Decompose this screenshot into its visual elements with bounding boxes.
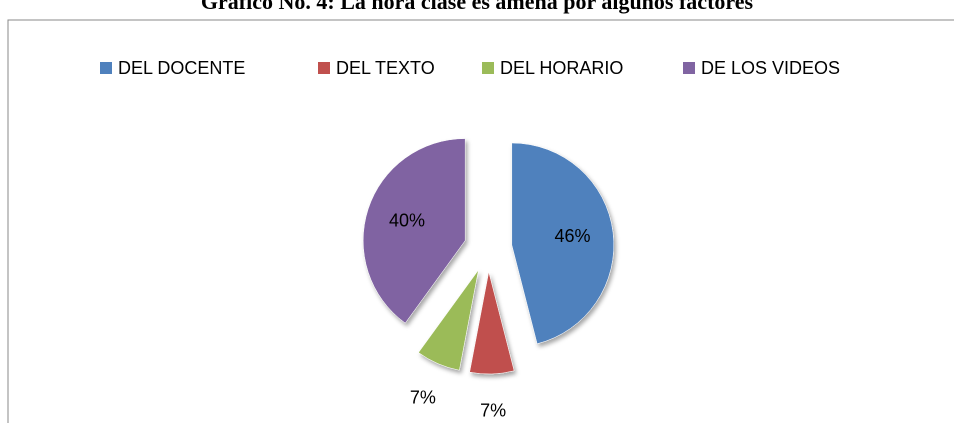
legend-swatch (482, 62, 494, 74)
pie-slice (362, 138, 466, 324)
legend-label: DE LOS VIDEOS (701, 58, 840, 78)
pie-slice (418, 269, 479, 371)
legend-label: DEL TEXTO (336, 58, 435, 78)
data-label: 7% (410, 387, 436, 407)
data-label: 40% (389, 210, 425, 230)
pie-slice (511, 142, 614, 345)
legend-swatch (100, 62, 112, 74)
data-label: 46% (555, 226, 591, 246)
legend-label: DEL DOCENTE (118, 58, 245, 78)
data-label: 7% (480, 401, 506, 421)
chart-title: Gráfico No. 4: La hora clase es amena po… (201, 0, 754, 14)
legend-swatch (683, 62, 695, 74)
legend-swatch (318, 62, 330, 74)
legend-label: DEL HORARIO (500, 58, 623, 78)
chart-border (7, 19, 954, 428)
pie-slice (469, 271, 515, 375)
